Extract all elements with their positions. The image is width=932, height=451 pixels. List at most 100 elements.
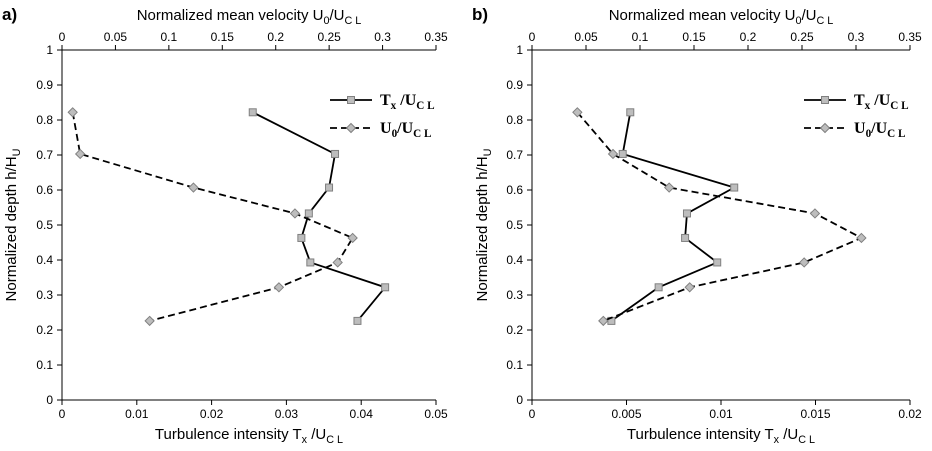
velocity-data-point bbox=[572, 107, 583, 118]
bottom-axis-title-tail: /U bbox=[779, 426, 798, 443]
legend-marker-diamond bbox=[819, 122, 831, 134]
panel-label: a) bbox=[2, 5, 17, 24]
legend-name: U bbox=[380, 120, 392, 137]
legend-marker-square bbox=[821, 96, 829, 104]
bottom-tick-label: 0.02 bbox=[200, 407, 224, 421]
velocity-series-line bbox=[71, 112, 354, 322]
legend-name-tail: /U bbox=[870, 92, 890, 109]
turbulence-data-point bbox=[713, 258, 722, 267]
y-tick-label: 0.8 bbox=[506, 113, 523, 127]
legend-name: T bbox=[854, 92, 865, 109]
chart-panel-a: a)00.10.20.30.40.50.60.70.80.910 0.01 0.02… bbox=[2, 5, 448, 446]
bottom-axis-title-main: Turbulence intensity T bbox=[155, 426, 302, 443]
top-tick-label: 0.25 bbox=[317, 30, 341, 44]
velocity-data-point bbox=[856, 232, 867, 244]
top-axis-title: Normalized mean velocity U0/UC L bbox=[137, 7, 362, 27]
top-tick-label: 0.3 bbox=[848, 30, 865, 44]
legend-name-tail: /U bbox=[396, 120, 413, 137]
velocity-data-point bbox=[273, 282, 285, 293]
legend-marker-square bbox=[347, 96, 355, 104]
turbulence-series-line bbox=[610, 112, 737, 322]
y-tick-label: 0.5 bbox=[506, 218, 523, 232]
turbulence-series-line bbox=[252, 111, 387, 322]
top-tick-label: 0.25 bbox=[790, 30, 814, 44]
top-tick-label: 0.15 bbox=[211, 30, 235, 44]
velocity-data-point bbox=[684, 282, 695, 293]
turbulence-data-point bbox=[297, 233, 306, 242]
bottom-axis-title: Turbulence intensity Tx /UC L bbox=[627, 426, 815, 446]
y-tick-label: 0.6 bbox=[506, 183, 523, 197]
velocity-data-point bbox=[144, 315, 155, 327]
top-axis-title-main: Normalized mean velocity U bbox=[137, 7, 324, 24]
legend-entry-turbulence: Tx /UC L bbox=[854, 92, 909, 112]
legend-name-sub: x bbox=[865, 100, 871, 112]
legend-entry-turbulence: Tx /UC L bbox=[380, 92, 435, 112]
legend-name-tail-sub: C L bbox=[416, 100, 434, 112]
y-axis-title: Normalized depth h/HU bbox=[3, 149, 23, 302]
top-tick-label: 0 bbox=[529, 30, 536, 44]
bottom-axis-title-tail-sub: C L bbox=[326, 434, 343, 446]
velocity-data-point bbox=[188, 182, 199, 193]
legend-name-sub: 0 bbox=[866, 128, 872, 140]
legend-name-tail-sub: C L bbox=[413, 128, 431, 140]
bottom-axis-title-sub: x bbox=[774, 434, 780, 446]
turbulence-data-point bbox=[654, 283, 663, 292]
velocity-data-point bbox=[598, 315, 609, 327]
velocity-data-point bbox=[74, 148, 86, 160]
y-tick-label: 0.8 bbox=[36, 113, 53, 127]
top-tick-label: 0.1 bbox=[632, 30, 649, 44]
bottom-tick-label: 0 bbox=[59, 407, 66, 421]
y-axis-title-main: Normalized depth h/H bbox=[3, 156, 20, 301]
y-tick-label: 0.7 bbox=[506, 148, 523, 162]
y-tick-label: 0.2 bbox=[36, 323, 53, 337]
bottom-tick-label: 0.015 bbox=[800, 407, 830, 421]
turbulence-data-point bbox=[331, 149, 340, 158]
bottom-tick-label: 0.03 bbox=[275, 407, 299, 421]
top-axis-title: Normalized mean velocity U0/UC L bbox=[609, 7, 834, 27]
legend-name: T bbox=[380, 92, 391, 109]
panel-label: b) bbox=[472, 5, 488, 24]
y-axis-title-main: Normalized depth h/H bbox=[474, 156, 491, 301]
velocity-data-point bbox=[347, 232, 358, 244]
bottom-tick-label: 0.04 bbox=[350, 407, 374, 421]
bottom-tick-label: 0.005 bbox=[611, 407, 641, 421]
y-tick-label: 0.3 bbox=[506, 288, 523, 302]
legend-entry-velocity: U0/UC L bbox=[380, 120, 432, 140]
top-tick-label: 0.3 bbox=[374, 30, 391, 44]
velocity-data-point bbox=[289, 208, 301, 219]
turbulence-data-point bbox=[730, 183, 739, 192]
top-axis-title-tail-sub: C L bbox=[344, 15, 361, 27]
turbulence-data-point bbox=[304, 209, 313, 218]
bottom-axis-title-sub: x bbox=[302, 434, 308, 446]
top-tick-label: 0.35 bbox=[424, 30, 448, 44]
bottom-axis-title-tail-sub: C L bbox=[798, 434, 815, 446]
top-axis-title-sub: 0 bbox=[795, 15, 801, 27]
top-axis-title-tail: /U bbox=[329, 7, 344, 24]
bottom-tick-label: 0.02 bbox=[898, 407, 922, 421]
bottom-tick-label: 0.05 bbox=[424, 407, 448, 421]
y-tick-label: 0.9 bbox=[506, 78, 523, 92]
velocity-data-point bbox=[67, 107, 78, 118]
y-tick-label: 0.2 bbox=[506, 323, 523, 337]
legend-name-tail-sub: C L bbox=[887, 128, 905, 140]
y-tick-label: 0.6 bbox=[36, 183, 53, 197]
chart-panel-b: b)00.10.20.30.40.50.60.70.80.910 0.005 0.0… bbox=[472, 5, 922, 446]
y-tick-label: 0.7 bbox=[36, 148, 53, 162]
y-tick-label: 0.1 bbox=[506, 358, 523, 372]
y-tick-label: 0.3 bbox=[36, 288, 53, 302]
bottom-tick-label: 0 bbox=[529, 407, 536, 421]
top-tick-label: 0.05 bbox=[574, 30, 598, 44]
velocity-data-point bbox=[332, 257, 343, 268]
top-tick-label: 0.1 bbox=[161, 30, 178, 44]
bottom-tick-label: 0.01 bbox=[709, 407, 733, 421]
legend-name-tail: /U bbox=[870, 120, 887, 137]
y-axis-title-sub: U bbox=[482, 149, 494, 157]
y-axis-title-sub: U bbox=[11, 149, 23, 157]
top-tick-label: 0.35 bbox=[898, 30, 922, 44]
top-axis-title-sub: 0 bbox=[323, 15, 329, 27]
top-tick-label: 0.2 bbox=[267, 30, 284, 44]
y-tick-label: 0.9 bbox=[36, 78, 53, 92]
top-tick-label: 0.05 bbox=[104, 30, 128, 44]
